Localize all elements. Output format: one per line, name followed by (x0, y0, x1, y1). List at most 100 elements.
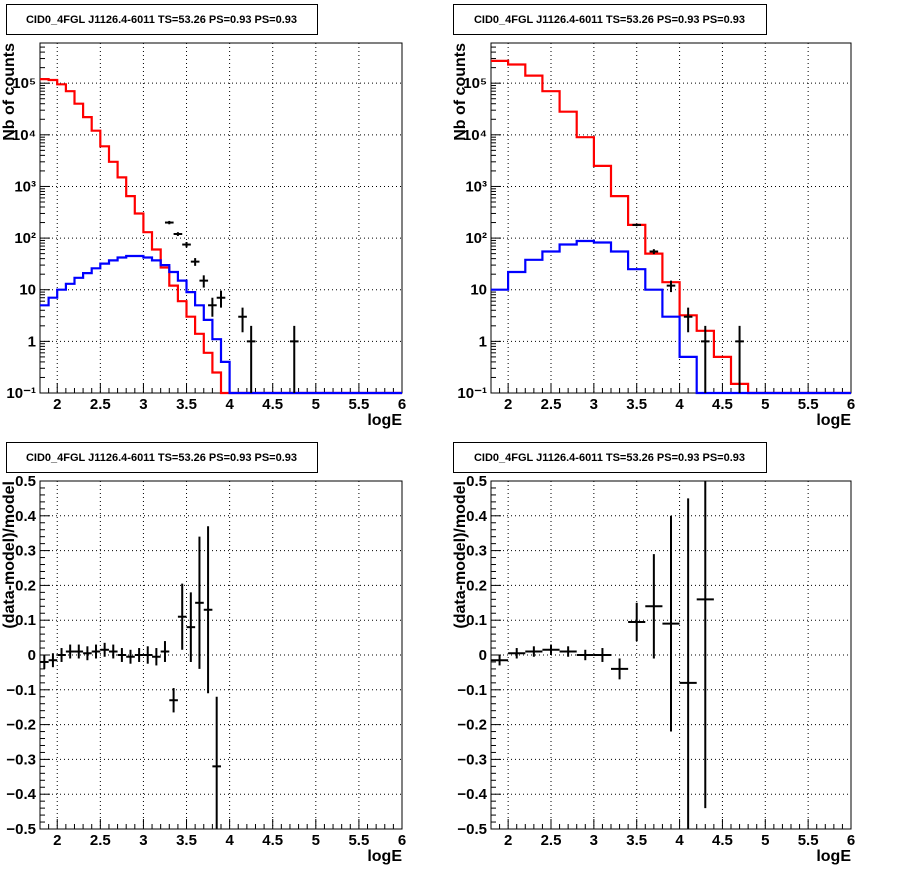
chart-title: CID0_4FGL J1126.4-6011 TS=53.26 PS=0.93 … (474, 14, 745, 26)
y-tick-label: −0.5 (457, 821, 487, 838)
y-tick-label: 10³ (14, 178, 36, 195)
y-tick-label: 0.3 (466, 543, 487, 560)
chart-panel-4: CID0_4FGL J1126.4-6011 TS=53.26 PS=0.93 … (452, 442, 855, 865)
x-axis-label: logE (367, 848, 402, 865)
data-point (632, 223, 641, 227)
data-point (108, 644, 118, 659)
data-point (134, 648, 144, 662)
data-point (662, 515, 680, 732)
x-tick-label: 4.5 (262, 396, 283, 413)
x-tick-label: 2.5 (90, 396, 111, 413)
data-point (190, 258, 200, 266)
data-point (57, 648, 66, 662)
x-tick-label: 3.5 (626, 396, 647, 413)
data-point (645, 554, 663, 659)
x-tick-label: 4 (675, 832, 684, 849)
y-tick-label: −0.1 (457, 682, 487, 699)
x-tick-label: 5.5 (348, 832, 369, 849)
y-tick-label: 10³ (465, 178, 487, 195)
title-box (6, 442, 318, 473)
x-tick-label: 5 (312, 832, 320, 849)
y-tick-label: 10 (470, 282, 487, 299)
y-tick-label: −0.4 (457, 786, 487, 803)
data-point (143, 646, 153, 664)
x-tick-label: 2 (504, 832, 512, 849)
data-point (117, 648, 127, 662)
data-point (208, 297, 217, 317)
y-tick-label: −0.4 (6, 786, 36, 803)
data-point (491, 655, 509, 666)
data-point (126, 649, 135, 664)
x-tick-label: 4.5 (262, 832, 283, 849)
data-point (199, 275, 209, 288)
x-tick-label: 5 (312, 396, 320, 413)
plot-frame (39, 42, 403, 394)
data-point (289, 325, 299, 393)
data-point (649, 249, 659, 255)
x-tick-label: 3.5 (176, 832, 197, 849)
y-axis-label: (data-model)/model (1, 481, 18, 629)
x-tick-label: 5.5 (348, 396, 369, 413)
data-point (696, 481, 714, 809)
chart-title: CID0_4FGL J1126.4-6011 TS=53.26 PS=0.93 … (474, 452, 745, 464)
data-point (246, 325, 256, 393)
data-point (152, 648, 161, 666)
x-tick-label: 3 (590, 832, 598, 849)
chart-panel-3: CID0_4FGL J1126.4-6011 TS=53.26 PS=0.93 … (1, 442, 406, 865)
data-point (559, 646, 577, 657)
data-point (65, 644, 75, 659)
data-point (701, 325, 710, 393)
x-tick-label: 2.5 (541, 396, 562, 413)
y-tick-label: −0.3 (457, 751, 487, 768)
y-tick-label: 0.2 (15, 577, 36, 594)
y-tick-label: 0 (28, 647, 36, 664)
x-tick-label: 2.5 (90, 832, 111, 849)
x-tick-label: 6 (847, 396, 855, 413)
data-point (542, 644, 560, 655)
data-point (238, 307, 247, 333)
y-tick-label: 0.1 (15, 612, 36, 629)
data-point (91, 644, 101, 659)
x-tick-label: 3 (139, 832, 147, 849)
x-tick-label: 4 (675, 396, 684, 413)
x-tick-label: 3.5 (176, 396, 197, 413)
y-tick-label: 0.4 (15, 508, 37, 525)
y-tick-label: 10⁻¹ (457, 385, 487, 402)
chart-title: CID0_4FGL J1126.4-6011 TS=53.26 PS=0.93 … (26, 452, 297, 464)
x-tick-label: 4.5 (712, 396, 733, 413)
y-tick-label: −0.2 (457, 717, 487, 734)
data-point (74, 644, 84, 659)
y-tick-label: 10 (19, 282, 36, 299)
x-tick-label: 5 (761, 396, 769, 413)
title-box (453, 442, 767, 473)
data-point (100, 642, 109, 657)
data-point (160, 641, 170, 662)
data-point (216, 290, 226, 308)
y-tick-label: 1 (479, 333, 487, 350)
y-tick-label: −0.1 (6, 682, 36, 699)
x-tick-label: 3 (139, 396, 147, 413)
y-tick-label: 10⁵ (463, 75, 487, 92)
data-point (169, 688, 178, 713)
x-tick-label: 2 (53, 832, 61, 849)
chart-panel-2: CID0_4FGL J1126.4-6011 TS=53.26 PS=0.93 … (452, 4, 855, 429)
data-point (525, 646, 543, 657)
series-line-2 (40, 254, 402, 395)
x-tick-label: 5.5 (798, 832, 819, 849)
series-line-2 (491, 239, 851, 395)
y-tick-label: 0.2 (466, 577, 487, 594)
data-point (195, 536, 204, 669)
y-axis-label: Nb of counts (452, 43, 469, 141)
x-tick-label: 4 (225, 832, 234, 849)
x-tick-label: 2 (504, 396, 512, 413)
chart-panel-1: CID0_4FGL J1126.4-6011 TS=53.26 PS=0.93 … (1, 4, 406, 429)
y-axis-label: Nb of counts (1, 43, 18, 141)
y-tick-label: 0 (479, 647, 487, 664)
x-tick-label: 6 (847, 832, 855, 849)
data-point (164, 220, 174, 225)
data-point (177, 583, 187, 650)
data-point (173, 232, 183, 236)
data-point (182, 242, 191, 248)
data-point (683, 307, 693, 333)
y-tick-label: 0.5 (15, 473, 36, 490)
